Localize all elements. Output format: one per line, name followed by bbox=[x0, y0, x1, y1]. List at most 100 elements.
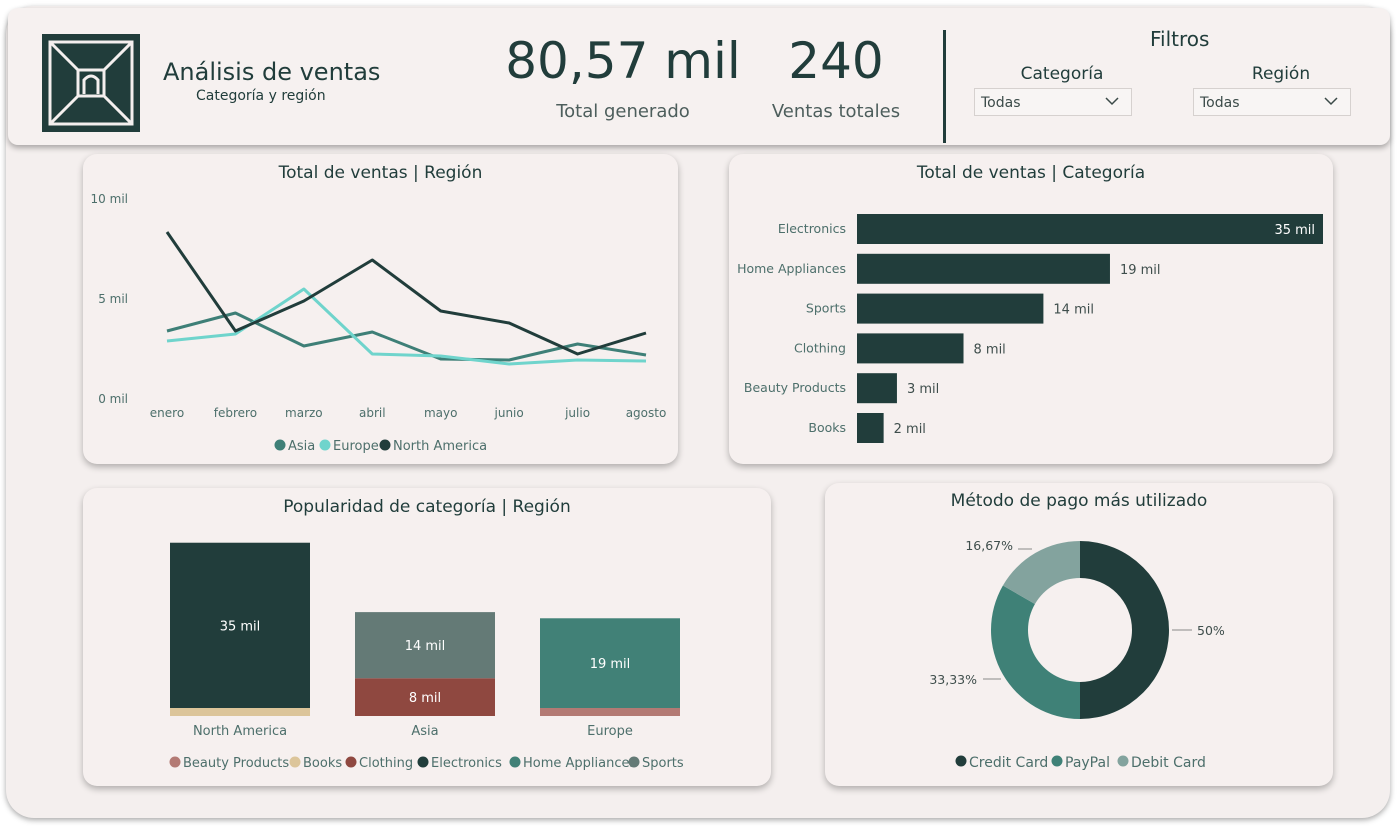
legend-marker bbox=[628, 756, 640, 768]
category-data-label: 14 mil bbox=[1053, 303, 1094, 318]
page-title: Análisis de ventas bbox=[163, 58, 381, 86]
filter-region-label: Región bbox=[1251, 64, 1311, 84]
line-x-tick-label: mayo bbox=[424, 406, 458, 420]
filter-region-value: Todas bbox=[1200, 95, 1240, 111]
legend-label[interactable]: Credit Card bbox=[969, 755, 1048, 771]
category-data-label: 2 mil bbox=[894, 422, 926, 437]
legend-label[interactable]: Europe bbox=[333, 439, 379, 454]
donut-data-label: 33,33% bbox=[929, 672, 977, 687]
kpi-ventas-totales-label: Ventas totales bbox=[771, 101, 901, 122]
category-tick-label: Home Appliances bbox=[737, 261, 846, 276]
logo-icon bbox=[42, 34, 140, 132]
legend-marker bbox=[417, 756, 429, 768]
line-y-tick-label: 0 mil bbox=[98, 392, 128, 406]
legend-label[interactable]: PayPal bbox=[1065, 755, 1110, 771]
category-bar[interactable] bbox=[857, 293, 1044, 324]
line-x-tick-label: marzo bbox=[285, 406, 323, 420]
legend-marker bbox=[1117, 755, 1129, 767]
legend-label[interactable]: Books bbox=[303, 756, 342, 771]
filters-title: Filtros bbox=[1150, 27, 1210, 51]
legend-marker bbox=[169, 756, 181, 768]
stack-segment-sports[interactable] bbox=[355, 612, 495, 679]
category-bar[interactable] bbox=[857, 373, 897, 404]
category-bar[interactable] bbox=[857, 413, 884, 443]
stack-x-tick-label: Asia bbox=[411, 724, 438, 739]
donut-title: Método de pago más utilizado bbox=[950, 491, 1208, 511]
category-tick-label: Beauty Products bbox=[744, 380, 846, 395]
category-data-label: 3 mil bbox=[907, 382, 939, 397]
stack-x-tick-label: Europe bbox=[587, 724, 633, 739]
category-bar[interactable] bbox=[857, 333, 964, 364]
stack-data-label: 35 mil bbox=[220, 619, 261, 634]
filter-categoria-value: Todas bbox=[981, 95, 1021, 111]
chevron-down-icon bbox=[1105, 97, 1119, 106]
donut-slice-debit-card[interactable] bbox=[1002, 541, 1080, 605]
stack-segment-electronics[interactable] bbox=[170, 542, 310, 708]
category-tick-label: Books bbox=[808, 420, 846, 435]
line-series-asia[interactable] bbox=[166, 311, 647, 362]
category-tick-label: Electronics bbox=[778, 221, 846, 236]
legend-marker bbox=[319, 439, 331, 451]
kpi-ventas-totales-value: 240 bbox=[788, 32, 884, 90]
legend-marker bbox=[274, 439, 286, 451]
line-x-tick-label: julio bbox=[564, 406, 590, 420]
legend-label[interactable]: Home Appliances bbox=[523, 756, 636, 771]
stack-segment-books[interactable] bbox=[170, 708, 310, 716]
legend-label[interactable]: North America bbox=[393, 439, 487, 454]
line-y-tick-label: 5 mil bbox=[98, 292, 128, 306]
page-subtitle: Categoría y región bbox=[196, 88, 326, 104]
legend-label[interactable]: Asia bbox=[288, 439, 315, 454]
stack-data-label: 14 mil bbox=[405, 639, 446, 654]
category-bar[interactable] bbox=[857, 214, 1323, 244]
stack-x-tick-label: North America bbox=[193, 724, 287, 739]
stack-data-label: 19 mil bbox=[590, 657, 631, 672]
legend-marker bbox=[509, 756, 521, 768]
legend-marker bbox=[955, 755, 967, 767]
line-x-tick-label: junio bbox=[494, 406, 524, 420]
category-data-label: 19 mil bbox=[1120, 263, 1161, 278]
kpi-total-generado-label: Total generado bbox=[556, 101, 690, 122]
legend-label[interactable]: Debit Card bbox=[1131, 755, 1206, 771]
stack-segment-beauty-products[interactable] bbox=[540, 708, 680, 716]
category-bar-title: Total de ventas | Categoría bbox=[916, 163, 1146, 183]
line-chart: 0 mil 5 mil 10 mil enero febrero marzo abril ma… bbox=[91, 192, 667, 454]
donut-slice-credit-card[interactable] bbox=[1080, 541, 1169, 719]
filter-region-dropdown[interactable]: Todas bbox=[1193, 88, 1351, 116]
line-x-tick-label: febrero bbox=[214, 406, 257, 420]
category-bar-chart: Electronics 35 mil Home Appliances 19 mil Sp… bbox=[737, 214, 1323, 443]
line-x-tick-label: enero bbox=[150, 406, 184, 420]
line-chart-card: Total de ventas | Región 0 mil 5 mil 10 mi… bbox=[83, 154, 678, 464]
filter-categoria-dropdown[interactable]: Todas bbox=[974, 88, 1132, 116]
stack-segment-clothing[interactable] bbox=[355, 678, 495, 716]
stacked-bar-title: Popularidad de categoría | Región bbox=[283, 497, 571, 517]
legend-label[interactable]: Electronics bbox=[431, 756, 502, 771]
filter-categoria-label: Categoría bbox=[1020, 64, 1104, 84]
legend-marker bbox=[289, 756, 301, 768]
category-data-label: 8 mil bbox=[974, 342, 1006, 357]
line-x-tick-label: abril bbox=[359, 406, 386, 420]
category-tick-label: Sports bbox=[806, 301, 846, 316]
legend-label[interactable]: Beauty Products bbox=[183, 756, 289, 771]
category-tick-label: Clothing bbox=[794, 340, 846, 355]
legend-label[interactable]: Sports bbox=[642, 756, 684, 771]
category-bar-card: Total de ventas | Categoría Electronics 3… bbox=[729, 154, 1333, 464]
legend-marker bbox=[1051, 755, 1063, 767]
kpi-total-generado-value: 80,57 mil bbox=[505, 32, 741, 90]
legend-marker bbox=[345, 756, 357, 768]
line-y-tick-label: 10 mil bbox=[91, 192, 128, 206]
chevron-down-icon bbox=[1324, 97, 1338, 106]
donut-slice-paypal[interactable] bbox=[991, 585, 1080, 719]
stack-segment-home-appliances[interactable] bbox=[540, 618, 680, 708]
header-divider bbox=[943, 30, 946, 143]
line-chart-title: Total de ventas | Región bbox=[278, 163, 483, 183]
category-data-label: 35 mil bbox=[1274, 223, 1315, 238]
donut-chart: 50% 33,33% 16,67% Credit Card PayPal Debit Ca… bbox=[929, 538, 1225, 771]
donut-data-label: 16,67% bbox=[965, 538, 1013, 553]
donut-data-label: 50% bbox=[1197, 623, 1225, 638]
legend-label[interactable]: Clothing bbox=[359, 756, 413, 771]
line-series-north-america[interactable] bbox=[165, 231, 647, 356]
donut-card: Método de pago más utilizado 50% 33,33% 16… bbox=[825, 483, 1333, 786]
category-bar[interactable] bbox=[857, 253, 1110, 284]
line-x-tick-label: agosto bbox=[626, 406, 667, 420]
stack-data-label: 8 mil bbox=[409, 691, 441, 706]
